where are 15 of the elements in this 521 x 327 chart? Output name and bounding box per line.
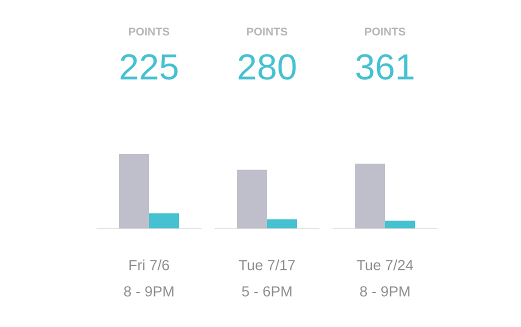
text: POINTS: [365, 28, 406, 36]
x-tick-label: Fri 7/6 8 - 9PM: [124, 260, 174, 297]
bar: [355, 164, 386, 229]
text: 361: [356, 54, 414, 80]
text: 225: [120, 54, 178, 80]
bar: [385, 220, 415, 229]
bar: [237, 170, 268, 229]
bar: [149, 213, 179, 229]
text: POINTS: [247, 28, 288, 36]
bar: [119, 154, 150, 229]
x-tick-label: Tue 7/17 5 - 6PM: [238, 260, 295, 297]
bar: [267, 219, 297, 229]
text: 280: [238, 54, 296, 80]
x-tick-label: Tue 7/24 8 - 9PM: [356, 260, 414, 297]
text: POINTS: [129, 28, 170, 36]
